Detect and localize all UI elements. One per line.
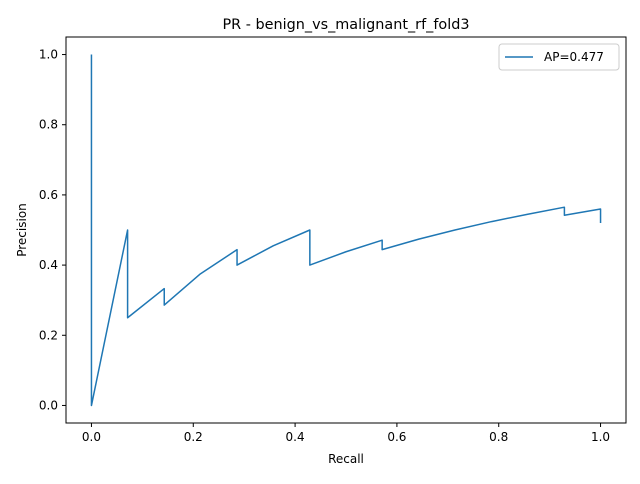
y-tick-label: 1.0 (39, 48, 58, 62)
x-axis-label: Recall (328, 452, 364, 466)
y-tick-label: 0.0 (39, 398, 58, 412)
legend-entry-label: AP=0.477 (544, 50, 604, 64)
x-tick-label: 1.0 (591, 430, 610, 444)
axis-ticks: 0.0 0.2 0.4 0.6 0.8 1.0 0.0 0.2 0.4 0.6 0.8 1.0 (39, 48, 610, 444)
x-tick-label: 0.8 (489, 430, 508, 444)
x-tick-label: 0.0 (82, 430, 101, 444)
x-tick-label: 0.2 (184, 430, 203, 444)
pr-curve-line (90, 54, 602, 407)
y-tick-label: 0.8 (39, 118, 58, 132)
chart-title: PR - benign_vs_malignant_rf_fold3 (223, 17, 470, 33)
y-tick-label: 0.2 (39, 328, 58, 342)
legend-box (498, 43, 620, 71)
y-axis-label: Precision (15, 203, 29, 257)
plot-area (90, 54, 602, 407)
y-tick-label: 0.6 (39, 188, 58, 202)
y-tick-label: 0.4 (39, 258, 58, 272)
legend: AP=0.477 (498, 43, 620, 71)
x-tick-label: 0.6 (387, 430, 406, 444)
x-tick-label: 0.4 (286, 430, 305, 444)
axes-frame (65, 36, 627, 424)
